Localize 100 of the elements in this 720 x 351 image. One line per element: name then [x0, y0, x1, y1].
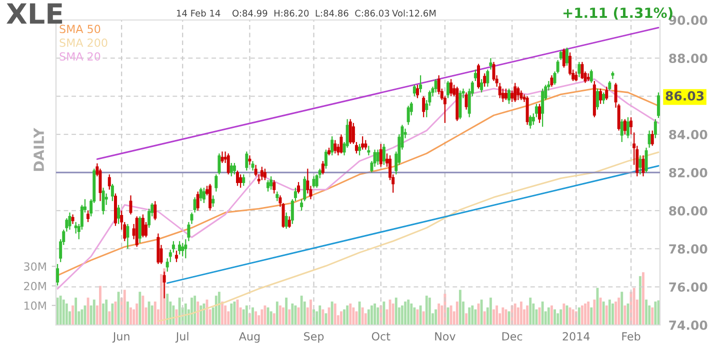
candlestick [498, 82, 502, 99]
bar [130, 307, 132, 325]
bar [346, 305, 349, 325]
candlestick [270, 176, 273, 190]
bar [178, 298, 181, 325]
candlestick [117, 204, 120, 225]
bar [221, 302, 224, 325]
bar [142, 296, 144, 325]
candlestick [276, 191, 279, 202]
bar [102, 303, 105, 325]
candlestick [330, 136, 334, 156]
bar [614, 302, 617, 325]
bar [496, 305, 498, 325]
y-tick-label: 84.00 [669, 130, 708, 140]
bar [123, 290, 126, 325]
candlestick [263, 168, 266, 181]
bar [419, 305, 422, 325]
candlestick [288, 216, 291, 228]
y-tick-label: 80.00 [669, 206, 708, 216]
bar [343, 309, 346, 325]
candlestick [102, 187, 105, 215]
bar [340, 311, 342, 325]
candlestick [510, 90, 514, 103]
bar [438, 303, 440, 325]
text: 86.03 [666, 91, 704, 101]
candlestick [562, 48, 566, 68]
text: SMA 200 [60, 38, 108, 47]
bar [382, 302, 386, 325]
bar [638, 276, 642, 325]
bar [520, 302, 522, 325]
bar [233, 302, 236, 325]
bar [148, 302, 150, 325]
bar [407, 300, 410, 325]
candlestick [412, 84, 416, 97]
candlestick [358, 143, 362, 156]
text: 14 Feb 14 [176, 10, 220, 17]
y-tick-label: 78.00 [669, 244, 708, 254]
bar [392, 303, 394, 325]
candlestick [144, 222, 148, 238]
bar [65, 303, 68, 325]
bar [80, 309, 84, 325]
line-series [157, 152, 660, 322]
candlestick [422, 96, 426, 118]
candlestick [596, 88, 599, 110]
bar [92, 300, 96, 325]
candlestick [154, 200, 157, 221]
candlestick [528, 114, 532, 130]
bar [413, 307, 416, 325]
bar [59, 296, 62, 325]
bar [468, 307, 471, 325]
candlestick [654, 118, 657, 139]
y2-tick-label: 20M [24, 282, 46, 290]
bar [480, 300, 483, 325]
candlestick [86, 210, 90, 223]
candlestick [110, 183, 114, 202]
bar [456, 302, 458, 325]
bar [560, 309, 562, 325]
bar [562, 303, 566, 325]
x-tick-label: Sep [304, 332, 324, 343]
candlestick [297, 181, 300, 194]
bar [245, 305, 248, 325]
bar [136, 303, 138, 325]
bar [608, 300, 611, 325]
bar [541, 302, 544, 325]
candlestick [181, 242, 184, 257]
bar [74, 298, 78, 325]
candlestick [212, 194, 215, 208]
candlestick [175, 250, 178, 263]
candlestick [656, 92, 660, 119]
candlestick [486, 69, 490, 88]
candlestick [541, 88, 544, 128]
bar [166, 294, 169, 325]
candlestick [272, 180, 276, 194]
candlestick [642, 154, 645, 177]
candlestick [230, 162, 233, 177]
candlestick [474, 69, 477, 82]
candlestick [574, 70, 578, 82]
bar [230, 303, 233, 325]
bar [367, 309, 370, 325]
bar [401, 305, 404, 325]
bar [294, 305, 297, 325]
bar [434, 309, 438, 325]
candlestick [419, 74, 422, 93]
candlestick [608, 80, 612, 92]
bar [291, 303, 294, 325]
bar [605, 305, 608, 325]
candlestick [141, 214, 144, 238]
x-tick-label: Oct [372, 332, 390, 341]
candlestick [232, 162, 236, 175]
bar [254, 311, 258, 325]
bar [550, 305, 553, 325]
candlestick [321, 160, 324, 175]
bar [410, 303, 413, 325]
bar [526, 305, 529, 325]
text: SMA 20 [60, 52, 100, 61]
bar [620, 292, 624, 325]
candlestick [483, 72, 486, 88]
y-tick-label: 74.00 [669, 320, 708, 330]
bar [394, 298, 398, 325]
text: DAILY [34, 128, 44, 171]
